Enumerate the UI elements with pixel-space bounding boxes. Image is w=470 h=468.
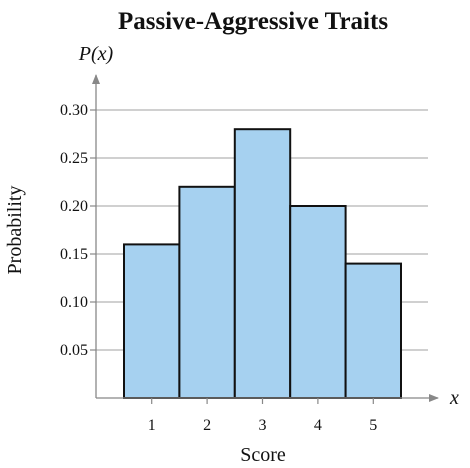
y-tick-label: 0.05 bbox=[60, 342, 88, 359]
x-tick-label: 5 bbox=[369, 417, 377, 434]
y-ticks: 0.05 0.10 0.15 0.20 0.25 0.30 bbox=[60, 102, 96, 359]
y-tick-label: 0.10 bbox=[60, 294, 88, 311]
bar-score-3 bbox=[233, 128, 292, 399]
bar-score-5 bbox=[344, 262, 403, 399]
y-tick-label: 0.30 bbox=[60, 102, 88, 119]
y-axis-symbol: P(x) bbox=[78, 43, 114, 65]
y-tick-label: 0.20 bbox=[60, 198, 88, 215]
y-tick-label: 0.25 bbox=[60, 150, 88, 167]
x-tick-label: 1 bbox=[148, 417, 156, 434]
bar-score-4 bbox=[289, 205, 347, 399]
y-tick-label: 0.15 bbox=[60, 246, 88, 263]
x-axis-label: Score bbox=[240, 444, 286, 466]
x-tick-label: 4 bbox=[314, 417, 322, 434]
bar-score-1 bbox=[123, 243, 181, 399]
x-tick-label: 2 bbox=[203, 417, 211, 434]
x-ticks: 1 2 3 4 5 bbox=[148, 398, 377, 434]
y-axis-label: Probability bbox=[4, 186, 26, 275]
chart-title: Passive-Aggressive Traits bbox=[118, 8, 388, 35]
x-tick-label: 3 bbox=[259, 417, 267, 434]
x-axis-symbol: x bbox=[449, 387, 459, 409]
bar-score-2 bbox=[178, 185, 236, 399]
bars bbox=[123, 128, 403, 399]
